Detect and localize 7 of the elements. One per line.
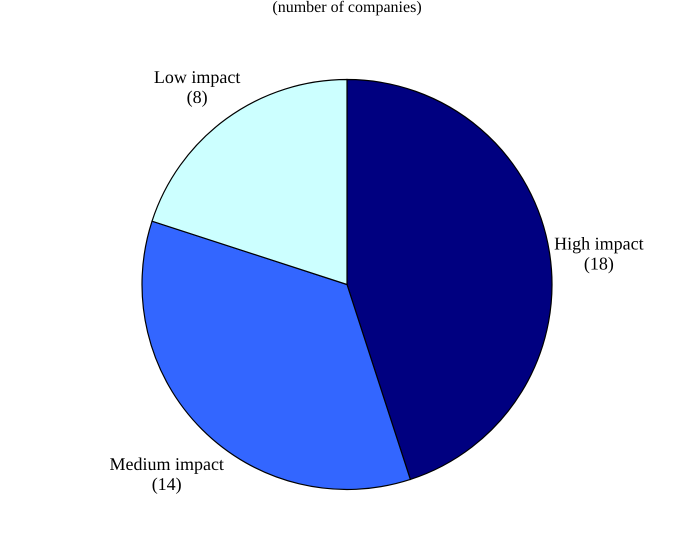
slice-label: High impact xyxy=(554,234,644,254)
slice-label: Medium impact xyxy=(109,454,224,474)
data-label: (14) xyxy=(152,474,182,494)
data-label: (8) xyxy=(186,87,208,108)
chart-subtitle: (number of companies) xyxy=(272,0,422,16)
data-label: (18) xyxy=(584,254,614,274)
slice-label: Low impact xyxy=(154,67,240,88)
